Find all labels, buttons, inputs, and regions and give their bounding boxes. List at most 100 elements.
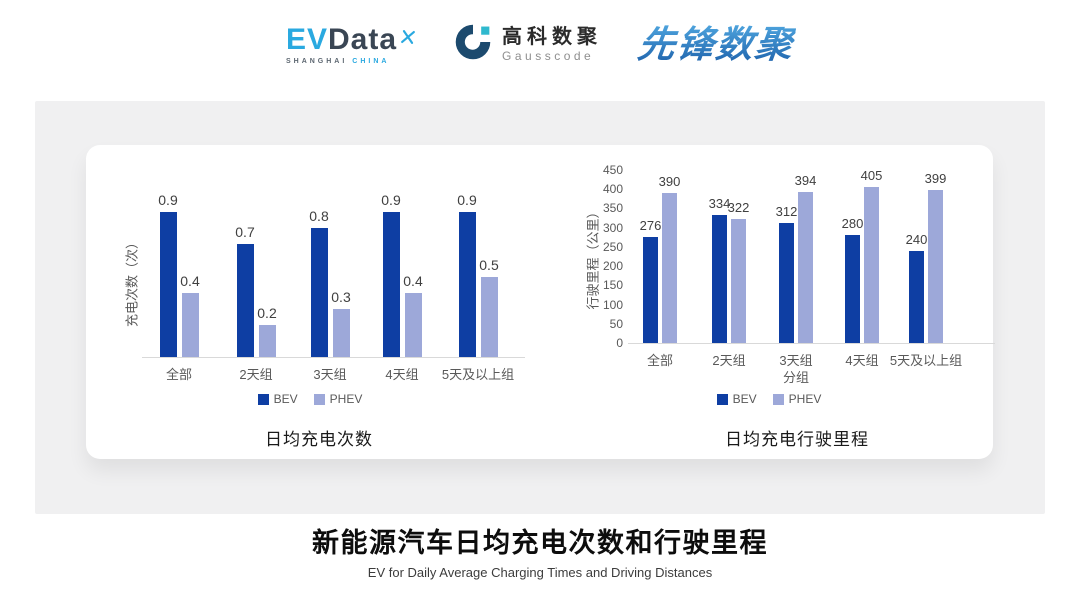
y-tick-label: 400: [602, 182, 623, 197]
value-label: 394: [794, 172, 817, 188]
bar-phev: [332, 308, 350, 357]
chart-title: 日均充电行驶里程: [725, 430, 869, 449]
legend-item-phev: PHEV: [772, 392, 822, 406]
bar-phev: [662, 193, 677, 343]
bar-phev: [181, 292, 199, 357]
bar-bev: [236, 244, 254, 357]
bar-bev: [643, 236, 658, 343]
legend-swatch-bev: [716, 393, 728, 405]
y-tick-label: 150: [602, 278, 623, 293]
legend-label: BEV: [273, 392, 298, 406]
y-tick-label: 200: [602, 259, 623, 274]
bar-bev: [458, 212, 476, 357]
bar-bev: [310, 228, 328, 357]
legend-label: BEV: [732, 392, 757, 406]
bar-bev: [779, 223, 794, 343]
xianfeng-shuju-logo: 先锋数聚: [635, 23, 797, 65]
bar-phev: [404, 292, 422, 357]
legend-swatch-phev: [313, 393, 325, 405]
category-label: 全部: [646, 353, 673, 368]
bar-phev: [928, 189, 943, 343]
value-label: 312: [775, 204, 798, 220]
legend-label: PHEV: [329, 392, 363, 406]
category-label: 4天组: [845, 353, 879, 368]
x-axis-line: [628, 343, 995, 344]
y-tick-label: 250: [602, 239, 623, 254]
gausscode-english-name: Gausscode: [502, 49, 595, 63]
bar-phev: [258, 324, 276, 357]
bar-bev: [159, 212, 177, 357]
category-label: 4天组: [385, 367, 419, 382]
legend-swatch-bev: [257, 393, 269, 405]
page-subtitle: EV for Daily Average Charging Times and …: [367, 565, 713, 580]
value-label: 390: [658, 174, 681, 190]
y-tick-label: 100: [602, 297, 623, 312]
category-label: 2天组: [712, 353, 746, 368]
bar-phev: [480, 276, 498, 357]
gausscode-g-icon: [453, 22, 493, 67]
value-label: 240: [905, 231, 928, 247]
legend-label: PHEV: [788, 392, 822, 406]
bar-bev: [909, 250, 924, 343]
value-label: 0.4: [403, 272, 423, 289]
value-label: 399: [924, 170, 947, 186]
category-label: 2天组: [239, 367, 273, 382]
legend-item-bev: BEV: [716, 392, 757, 406]
gausscode-chinese-name: 高科数聚: [502, 26, 603, 48]
value-label: 0.5: [479, 256, 499, 273]
chart-card: 充电次数（次） 0.9 0.4 全部 0.7 0.2 2天组 0.8 0.3 3天组 0.9 0.4 4…: [35, 101, 1045, 514]
x-axis-label: 分组: [782, 370, 809, 385]
evdata-subtext: SHANGHAI CHINA: [286, 58, 417, 65]
category-label: 3天组: [313, 367, 347, 382]
bar-bev: [712, 214, 727, 343]
category-label: 5天及以上组: [889, 353, 963, 368]
legend: BEV PHEV: [649, 392, 889, 406]
y-axis-label: 行驶里程（公里）: [585, 205, 601, 310]
category-label: 3天组: [779, 353, 813, 368]
gausscode-text: 高科数聚 Gausscode: [502, 26, 602, 63]
y-tick-label: 450: [602, 163, 623, 177]
value-label: 0.8: [309, 208, 329, 225]
evdata-china-text: CHINA: [352, 58, 390, 65]
evdata-logo: EV Data SHANGHAI CHINA: [286, 24, 417, 65]
bar-phev: [731, 219, 746, 343]
value-label: 0.4: [180, 272, 200, 289]
value-label: 0.9: [457, 192, 477, 209]
evdata-ev-text: EV: [285, 23, 328, 56]
category-label: 5天及以上组: [441, 367, 515, 382]
category-label: 全部: [165, 367, 192, 382]
legend-item-phev: PHEV: [313, 392, 363, 406]
y-tick-label: 0: [616, 336, 623, 350]
value-label: 405: [860, 168, 883, 184]
evdata-star-icon: [399, 21, 417, 53]
x-axis-line: [142, 357, 525, 358]
logo-header: EV Data SHANGHAI CHINA 高科数聚 Gausscode 先锋数…: [0, 22, 1080, 67]
caption: 新能源汽车日均充电次数和行驶里程 EV for Daily Average Ch…: [0, 527, 1080, 580]
y-tick-label: 300: [602, 220, 623, 235]
value-label: 0.9: [381, 192, 401, 209]
value-label: 280: [841, 216, 864, 232]
chart-panel: 充电次数（次） 0.9 0.4 全部 0.7 0.2 2天组 0.8 0.3 3天组 0.9 0.4 4…: [86, 145, 995, 459]
evdata-wordmark: EV Data: [286, 24, 417, 56]
legend: BEV PHEV: [190, 392, 430, 406]
bar-bev: [382, 212, 400, 357]
y-tick-label: 50: [609, 316, 623, 331]
value-label: 0.3: [331, 288, 351, 305]
legend-item-bev: BEV: [257, 392, 298, 406]
evdata-data-text: Data: [328, 23, 398, 56]
page-title: 新能源汽车日均充电次数和行驶里程: [312, 528, 768, 558]
value-label: 334: [708, 195, 731, 211]
value-label: 322: [727, 200, 750, 216]
chart-title: 日均充电次数: [265, 430, 373, 449]
evdata-shanghai-text: SHANGHAI: [285, 58, 348, 65]
gausscode-logo: 高科数聚 Gausscode: [453, 22, 602, 67]
legend-swatch-phev: [772, 393, 784, 405]
bar-phev: [864, 187, 879, 343]
value-label: 0.9: [158, 192, 178, 209]
bar-phev: [798, 191, 813, 343]
chart-daily-charging-times: 充电次数（次） 0.9 0.4 全部 0.7 0.2 2天组 0.8 0.3 3天组 0.9 0.4 4…: [86, 145, 993, 459]
chart-daily-driving-distance: 0 50 100 150 200 250 300 350 400 450 行驶里程（公里） 276 39…: [86, 145, 995, 459]
y-tick-label: 350: [602, 201, 623, 216]
bar-bev: [845, 235, 860, 343]
value-label: 276: [639, 217, 662, 233]
